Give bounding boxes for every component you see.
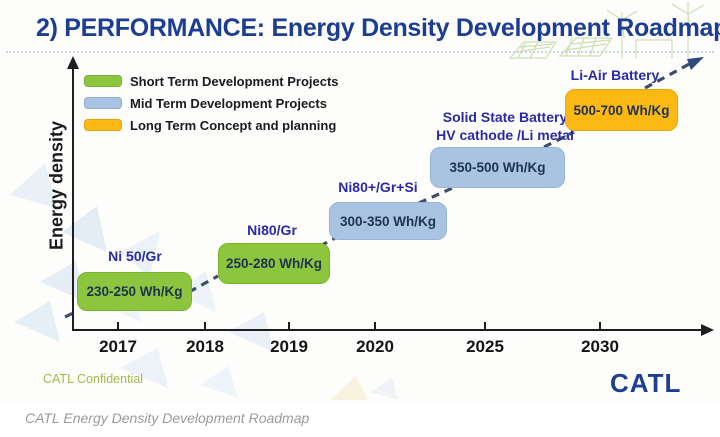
legend-swatch-blue [84, 97, 122, 109]
catl-logo: CATL [610, 368, 682, 398]
legend-item-mid-term: Mid Term Development Projects [84, 95, 339, 111]
x-tick-2020: 2020 [356, 337, 394, 356]
milestone-box-ni80plus-gr-si: 300-350 Wh/Kg [329, 202, 447, 240]
legend-swatch-green [84, 75, 122, 87]
x-tick-2019: 2019 [270, 337, 308, 356]
milestone-label-line1: Solid State Battery [442, 109, 568, 125]
legend-label: Long Term Concept and planning [130, 117, 337, 133]
milestone-box-ni80-gr: 250-280 Wh/Kg [218, 243, 330, 284]
milestone-label-ni80-gr: Ni80/Gr [247, 222, 297, 238]
axes [72, 63, 706, 331]
milestone-label-ni50-gr: Ni 50/Gr [108, 248, 162, 264]
milestone-box-solid-state: 350-500 Wh/Kg [430, 147, 565, 188]
legend-item-long-term: Long Term Concept and planning [84, 117, 339, 133]
milestone-box-li-air: 500-700 Wh/Kg [565, 89, 678, 131]
axis-arrowheads [67, 56, 714, 336]
title-separator [6, 51, 714, 53]
milestone-label-li-air: Li-Air Battery [570, 67, 660, 83]
milestone-value: 300-350 Wh/Kg [339, 213, 437, 229]
background-triangles-decor [10, 163, 398, 400]
confidential-note: CATL Confidential [43, 372, 144, 386]
legend-item-short-term: Short Term Development Projects [84, 73, 339, 89]
x-tick-2025: 2025 [466, 337, 504, 356]
milestone-label-ni80plus-gr-si: Ni80+/Gr+Si [338, 179, 418, 195]
legend-label: Mid Term Development Projects [130, 95, 327, 111]
slide-title: 2) PERFORMANCE: Energy Density Developme… [36, 14, 720, 42]
milestone-box-ni50-gr: 230-250 Wh/Kg [77, 272, 192, 311]
milestone-value: 350-500 Wh/Kg [449, 160, 546, 175]
milestone-label-solid-state: Solid State Battery HV cathode /Li metal [415, 108, 595, 144]
milestone-value: 230-250 Wh/Kg [86, 284, 183, 299]
image-caption: CATL Energy Density Development Roadmap [25, 410, 310, 426]
x-tick-2018: 2018 [186, 337, 224, 356]
x-tick-2030: 2030 [581, 337, 619, 356]
milestone-value: 500-700 Wh/Kg [573, 102, 670, 118]
legend-label: Short Term Development Projects [130, 73, 339, 89]
milestone-label-line2: HV cathode /Li metal [436, 127, 574, 143]
chart-legend: Short Term Development Projects Mid Term… [84, 73, 339, 139]
wind-turbine-solar-decor [508, 2, 705, 59]
y-axis-label: Energy density [46, 120, 67, 251]
trend-arrowhead [687, 57, 704, 70]
x-tick-2017: 2017 [99, 337, 137, 356]
slide: 2) PERFORMANCE: Energy Density Developme… [6, 2, 720, 400]
milestone-value: 250-280 Wh/Kg [225, 256, 323, 271]
legend-swatch-orange [84, 119, 122, 131]
